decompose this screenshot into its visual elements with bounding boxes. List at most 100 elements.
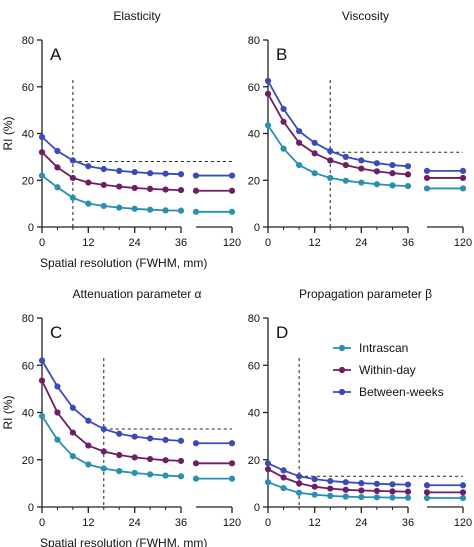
legend-marker	[338, 366, 346, 374]
data-point-intrascan	[342, 493, 349, 500]
y-tick-label: 0	[254, 502, 260, 514]
data-point-within-day	[264, 90, 272, 97]
data-point-intrascan	[131, 469, 138, 477]
data-point-between-weeks	[264, 77, 272, 85]
data-point-between-weeks	[54, 383, 61, 390]
y-tick-label: 20	[22, 455, 34, 467]
data-point-intrascan	[116, 467, 123, 475]
break-point-intrascan	[228, 475, 236, 482]
x-tick-label-break: 120	[223, 237, 241, 249]
data-point-within-day	[85, 179, 92, 186]
data-point-within-day	[162, 186, 169, 193]
panel-letter: D	[276, 323, 288, 342]
data-point-intrascan	[296, 489, 303, 496]
x-tick-label-break: 120	[454, 517, 472, 529]
data-point-between-weeks	[280, 105, 287, 113]
data-point-between-weeks	[311, 476, 318, 483]
data-point-within-day	[373, 168, 380, 175]
x-tick-label: 24	[129, 237, 141, 249]
data-point-between-weeks	[116, 430, 123, 437]
x-tick-label: 36	[402, 237, 414, 249]
data-point-intrascan	[147, 206, 154, 213]
data-point-between-weeks	[296, 473, 303, 480]
series-line-between-weeks	[41, 360, 182, 442]
data-point-within-day	[404, 488, 412, 495]
data-point-intrascan	[38, 172, 46, 179]
data-point-intrascan	[311, 491, 318, 498]
series-line-intrascan	[41, 415, 182, 478]
panel-letter: C	[50, 323, 62, 342]
x-axis-label: Spatial resolution (FWHM, mm)	[40, 256, 207, 270]
legend-label: Within-day	[359, 363, 416, 377]
data-point-between-weeks	[147, 435, 154, 442]
y-tick-label: 80	[22, 313, 34, 325]
data-point-intrascan	[162, 207, 169, 214]
data-point-within-day	[280, 118, 287, 125]
x-axis-label: Spatial resolution (FWHM, mm)	[40, 536, 207, 547]
data-point-intrascan	[85, 461, 92, 468]
break-point-intrascan	[423, 494, 431, 502]
panel-letter: A	[50, 45, 62, 64]
data-point-intrascan	[296, 161, 303, 169]
data-point-within-day	[54, 164, 61, 171]
x-tick-label: 12	[82, 517, 94, 529]
y-tick-label: 0	[254, 222, 260, 234]
x-tick-label: 0	[265, 237, 271, 249]
y-tick-label: 20	[248, 455, 260, 467]
data-point-within-day	[131, 184, 138, 192]
y-tick-label: 40	[22, 129, 34, 141]
series-line-within-day	[41, 380, 182, 462]
x-tick-label-break: 120	[223, 517, 241, 529]
data-point-intrascan	[404, 182, 412, 190]
y-tick-label: 0	[28, 222, 34, 234]
data-point-within-day	[342, 486, 349, 493]
data-point-between-weeks	[280, 467, 287, 474]
data-point-between-weeks	[131, 168, 138, 176]
series-line-within-day	[41, 151, 182, 191]
break-point-between-weeks	[459, 167, 467, 174]
x-tick-label: 12	[309, 517, 321, 529]
data-point-intrascan	[389, 494, 396, 501]
data-point-between-weeks	[404, 481, 412, 488]
data-point-between-weeks	[342, 479, 349, 486]
break-point-within-day	[192, 187, 200, 194]
data-point-between-weeks	[327, 477, 334, 485]
data-point-within-day	[69, 174, 76, 182]
data-point-between-weeks	[38, 133, 46, 141]
y-tick-label: 40	[22, 408, 34, 420]
data-point-within-day	[85, 442, 92, 449]
data-point-intrascan	[131, 205, 138, 212]
y-tick-label: 80	[248, 35, 260, 47]
panel-title: Viscosity	[342, 9, 389, 23]
data-point-within-day	[342, 161, 349, 169]
data-point-between-weeks	[131, 433, 138, 440]
break-point-between-weeks	[228, 440, 236, 447]
data-point-between-weeks	[54, 147, 61, 155]
data-point-between-weeks	[147, 170, 154, 177]
data-point-intrascan	[85, 200, 92, 207]
data-point-between-weeks	[116, 167, 123, 174]
data-point-between-weeks	[85, 417, 92, 424]
break-point-within-day	[228, 460, 236, 467]
x-tick-label: 12	[82, 237, 94, 249]
y-tick-label: 20	[22, 175, 34, 187]
legend-label: Intrascan	[359, 341, 408, 355]
y-tick-label: 60	[248, 360, 260, 372]
break-point-between-weeks	[459, 482, 467, 489]
series-line-between-weeks	[267, 462, 409, 486]
data-point-within-day	[264, 466, 272, 473]
data-point-within-day	[327, 485, 334, 492]
break-point-within-day	[423, 174, 431, 182]
break-point-intrascan	[192, 208, 200, 215]
x-tick-label: 0	[265, 517, 271, 529]
x-tick-label: 36	[402, 517, 414, 529]
data-point-within-day	[389, 488, 396, 495]
data-point-between-weeks	[296, 128, 303, 135]
data-point-intrascan	[327, 174, 334, 182]
data-point-within-day	[38, 377, 46, 384]
data-point-intrascan	[373, 494, 380, 501]
data-point-intrascan	[280, 485, 287, 492]
data-point-between-weeks	[342, 153, 349, 160]
data-point-within-day	[116, 451, 123, 459]
data-point-intrascan	[69, 194, 76, 201]
